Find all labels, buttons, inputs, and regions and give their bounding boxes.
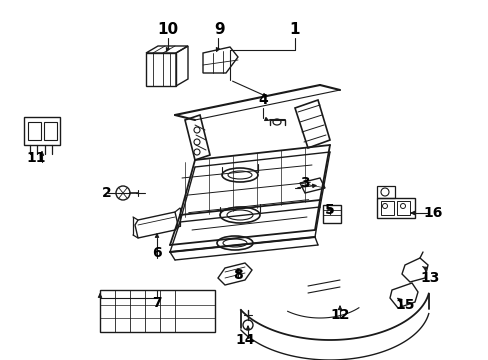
Text: 1: 1 bbox=[289, 22, 300, 37]
Bar bbox=[396, 201, 409, 215]
Text: 6: 6 bbox=[152, 246, 162, 260]
Bar bbox=[376, 186, 394, 198]
Text: 9: 9 bbox=[214, 22, 225, 37]
Bar bbox=[44, 122, 57, 140]
Bar bbox=[323, 205, 340, 223]
Bar bbox=[100, 290, 215, 332]
Text: 4: 4 bbox=[258, 93, 267, 107]
Text: 8: 8 bbox=[233, 268, 243, 282]
Text: 15: 15 bbox=[394, 298, 414, 312]
Text: 7: 7 bbox=[152, 296, 162, 310]
Text: 16: 16 bbox=[423, 206, 442, 220]
Bar bbox=[24, 117, 60, 145]
Text: 5: 5 bbox=[325, 203, 334, 217]
Bar bbox=[380, 201, 393, 215]
Text: 3: 3 bbox=[300, 176, 309, 190]
Text: 11: 11 bbox=[26, 151, 46, 165]
Text: 14: 14 bbox=[235, 333, 254, 347]
Bar bbox=[376, 198, 414, 218]
Text: 13: 13 bbox=[420, 271, 439, 285]
Text: 2: 2 bbox=[102, 186, 112, 200]
Bar bbox=[28, 122, 41, 140]
Text: 10: 10 bbox=[157, 22, 178, 37]
Text: 12: 12 bbox=[329, 308, 349, 322]
